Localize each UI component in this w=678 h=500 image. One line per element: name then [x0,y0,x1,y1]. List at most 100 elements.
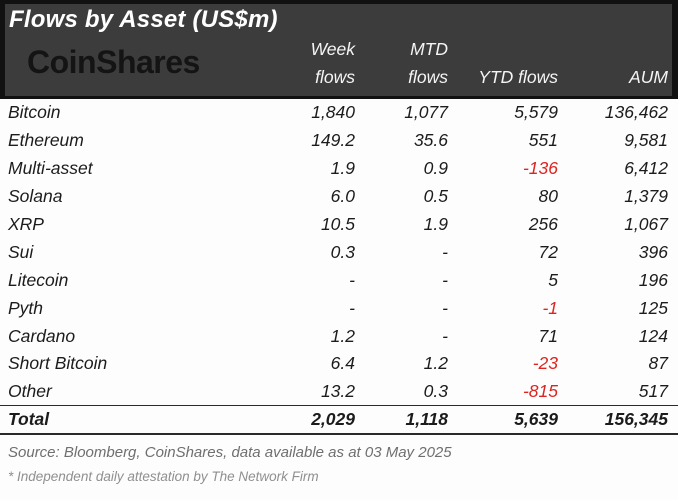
cell-ytd: 5,579 [514,102,558,123]
column-header-line: Week [310,39,355,59]
table-row: Sui 0.3 - 72 396 [0,238,678,266]
spacer-cell [668,211,678,239]
cell-ytd: 72 [538,241,558,262]
source-note: Source: Bloomberg, CoinShares, data avai… [8,443,452,461]
cell-week: 149.2 [311,130,355,151]
table-row: Multi-asset 1.9 0.9 -136 6,412 [0,155,678,183]
spacer-cell [668,294,678,322]
total-row: Total 2,029 1,118 5,639 156,345 [0,405,678,435]
total-aum: 156,345 [558,405,668,435]
column-header-aum: AUM [558,63,668,91]
cell-mtd: - [442,241,448,262]
column-header-line: MTD [410,39,448,59]
column-header-line: AUM [629,67,668,87]
spacer-cell [668,378,678,406]
total-week-flows: 2,029 [290,405,355,435]
cell-week: - [349,269,355,290]
cell-ytd: -1 [542,297,558,318]
cell-mtd: - [442,325,448,346]
spacer-cell [668,99,678,127]
cell-ytd: 551 [528,130,558,151]
cell-aum: 136,462 [604,102,668,123]
spacer-cell [668,183,678,211]
cell-mtd: - [442,297,448,318]
cell-mtd: 0.3 [423,381,448,402]
cell-week: 0.3 [330,241,355,262]
cell-aum: 6,412 [624,158,668,179]
cell-asset: Bitcoin [8,102,61,123]
cell-week: 13.2 [320,381,355,402]
table-row: Short Bitcoin 6.4 1.2 -23 87 [0,350,678,378]
cell-week: 6.0 [330,186,355,207]
cell-mtd: - [442,269,448,290]
cell-ytd: 80 [538,186,558,207]
column-header-ytd-flows: YTD flows [448,63,558,91]
column-header-week-flows: Week flows [290,35,355,91]
cell-aum: 196 [638,269,668,290]
cell-asset: XRP [8,214,44,234]
cell-asset: Solana [8,186,63,207]
cell-asset: Sui [8,241,34,262]
cell-asset: Ethereum [8,130,84,151]
table-row: Bitcoin 1,840 1,077 5,579 136,462 [0,99,678,127]
cell-ytd: 5 [548,269,558,290]
column-headers: Week flows MTD flows YTD flows AUM [290,35,668,91]
total-mtd-flows: 1,118 [355,405,448,435]
cell-mtd: 1.9 [423,214,448,234]
cell-mtd: 0.9 [423,158,448,179]
column-header-mtd-flows: MTD flows [355,35,448,91]
cell-mtd: 1.2 [423,353,448,374]
cell-ytd: -23 [532,353,558,374]
cell-ytd: -815 [522,381,558,402]
cell-aum: 1,067 [624,214,668,234]
cell-ytd: -136 [522,158,558,179]
report-header: Flows by Asset (US$m) CoinShares Week fl… [0,0,678,99]
table-row: Other 13.2 0.3 -815 517 [0,378,678,406]
column-header-line: flows [315,67,355,87]
total-label: Total [0,405,290,435]
cell-week: - [349,297,355,318]
spacer-cell [668,238,678,266]
cell-aum: 517 [638,381,668,402]
cell-aum: 87 [648,353,668,374]
page-title: Flows by Asset (US$m) [9,6,278,33]
cell-aum: 396 [638,241,668,262]
spacer-cell [668,127,678,155]
cell-ytd: 71 [538,325,558,346]
spacer-cell [668,322,678,350]
cell-aum: 9,581 [624,130,668,151]
cell-asset: Litecoin [8,269,69,290]
cell-asset: Pyth [8,297,44,318]
footnotes: Source: Bloomberg, CoinShares, data avai… [0,444,678,484]
cell-asset: Other [8,381,52,402]
cell-mtd: 35.6 [413,130,448,151]
cell-aum: 124 [638,325,668,346]
cell-week: 1.2 [330,325,355,346]
cell-asset: Multi-asset [8,158,93,179]
total-ytd-flows: 5,639 [448,405,558,435]
attestation-note: * Independent daily attestation by The N… [8,468,319,484]
spacer-cell [668,405,678,435]
cell-week: 6.4 [330,353,355,374]
cell-aum: 125 [638,297,668,318]
spacer-cell [668,155,678,183]
cell-ytd: 256 [528,214,558,234]
column-header-line: flows [408,67,448,87]
spacer-cell [668,350,678,378]
flows-table: Bitcoin 1,840 1,077 5,579 136,462 Ethereum 149… [0,99,678,435]
column-header-line: YTD flows [478,67,558,87]
cell-mtd: 0.5 [423,186,448,207]
cell-week: 10.5 [320,214,355,234]
spacer-cell [668,266,678,294]
cell-asset: Short Bitcoin [8,353,108,374]
cell-asset: Cardano [8,325,76,346]
coinshares-logo: CoinShares [27,44,200,80]
cell-week: 1,840 [311,102,355,123]
table-row: Solana 6.0 0.5 80 1,379 [0,183,678,211]
table-row: Pyth - - -1 125 [0,294,678,322]
cell-week: 1.9 [330,158,355,179]
table-row: Ethereum 149.2 35.6 551 9,581 [0,127,678,155]
table-body: Bitcoin 1,840 1,077 5,579 136,462 Ethereum 149… [0,99,678,406]
cell-aum: 1,379 [624,186,668,207]
